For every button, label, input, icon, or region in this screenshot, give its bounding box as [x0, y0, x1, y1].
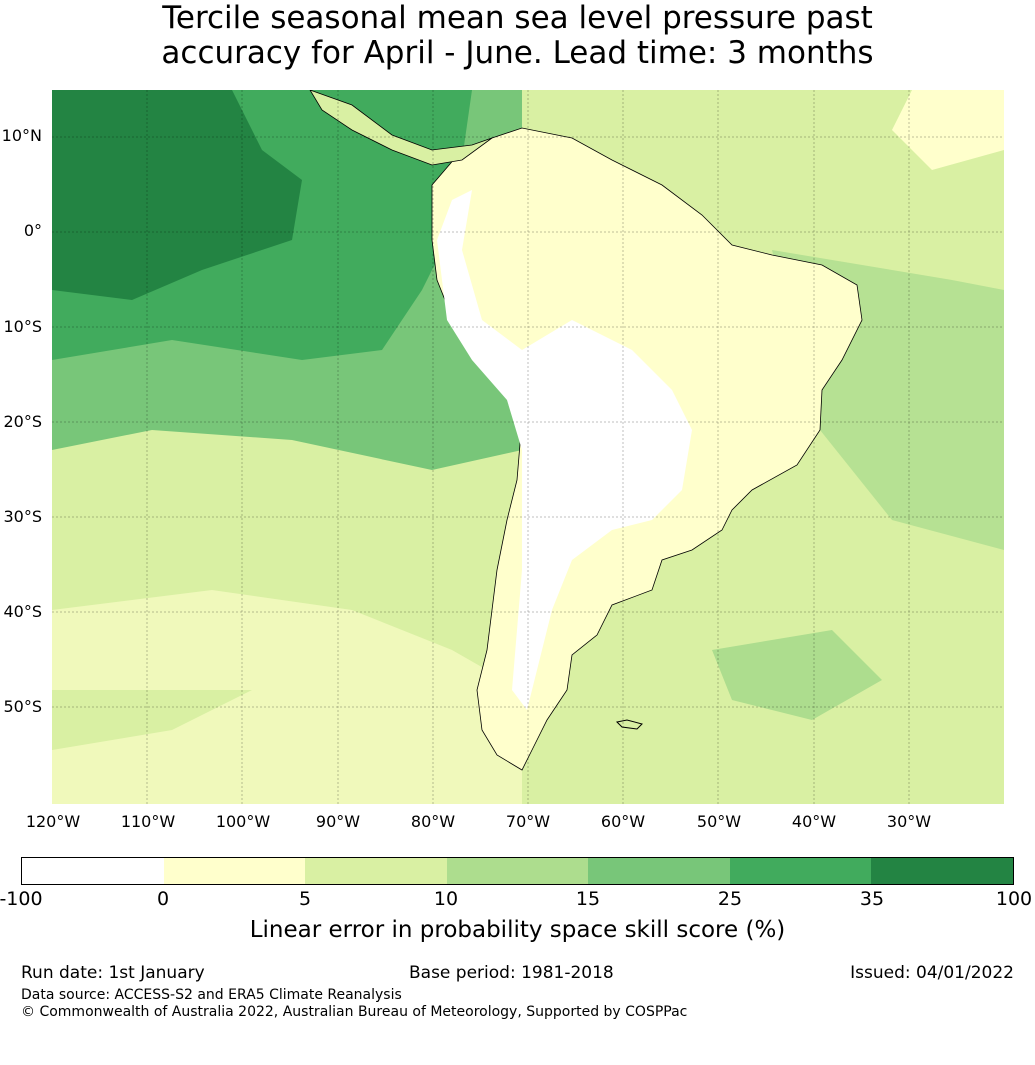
colorbar-tick: 5 — [298, 888, 312, 910]
skill-score-map — [52, 90, 1004, 804]
field-band-5-10-south — [52, 590, 522, 804]
lat-label: 20°S — [3, 412, 42, 431]
data-source: Data source: ACCESS-S2 and ERA5 Climate … — [21, 987, 402, 1003]
lon-label: 90°W — [315, 812, 361, 831]
lon-label: 70°W — [505, 812, 551, 831]
issued-date: Issued: 04/01/2022 — [850, 963, 1014, 983]
colorbar-segment — [446, 858, 589, 884]
colorbar-label: Linear error in probability space skill … — [249, 917, 786, 943]
colorbar-tick: 25 — [717, 888, 743, 910]
run-date: Run date: 1st January — [21, 963, 205, 983]
colorbar-tick: 10 — [433, 888, 459, 910]
colorbar-tick: 0 — [156, 888, 170, 910]
chart-title-line-2: accuracy for April - June. Lead time: 3 … — [161, 35, 874, 71]
lat-label: 10°N — [1, 126, 42, 145]
lon-label: 30°W — [886, 812, 932, 831]
colorbar-tick: -100 — [0, 888, 43, 910]
lon-label: 100°W — [215, 812, 271, 831]
lon-label: 50°W — [696, 812, 742, 831]
lat-label: 0° — [23, 221, 42, 240]
chart-title-line-1: Tercile seasonal mean sea level pressure… — [162, 0, 873, 36]
land-central-america — [309, 90, 493, 166]
colorbar — [21, 857, 1014, 885]
colorbar-segment — [588, 858, 730, 884]
lon-label: 40°W — [791, 812, 837, 831]
colorbar-segment — [163, 858, 306, 884]
lon-label: 120°W — [25, 812, 81, 831]
base-period: Base period: 1981-2018 — [409, 963, 614, 983]
land-low-skill-zone — [437, 190, 692, 710]
colorbar-tick: 15 — [575, 888, 601, 910]
field-band-10-15-southeast — [712, 630, 882, 720]
lat-label: 50°S — [3, 697, 42, 716]
lon-label: 110°W — [120, 812, 176, 831]
graticule — [52, 90, 1004, 804]
copyright: © Commonwealth of Australia 2022, Austra… — [21, 1004, 688, 1020]
field-band-5-10-east — [892, 90, 1004, 170]
lat-label: 40°S — [3, 602, 42, 621]
lon-label: 80°W — [410, 812, 456, 831]
field-band-35-100-west — [52, 90, 302, 300]
colorbar-segment — [729, 858, 872, 884]
lon-label: 60°W — [600, 812, 646, 831]
lat-label: 10°S — [3, 317, 42, 336]
lat-label: 30°S — [3, 507, 42, 526]
colorbar-segment — [22, 858, 164, 884]
colorbar-segment — [305, 858, 447, 884]
colorbar-segment — [871, 858, 1014, 884]
falkland-islands — [615, 719, 643, 730]
colorbar-tick: 100 — [995, 888, 1033, 910]
colorbar-tick: 35 — [859, 888, 885, 910]
